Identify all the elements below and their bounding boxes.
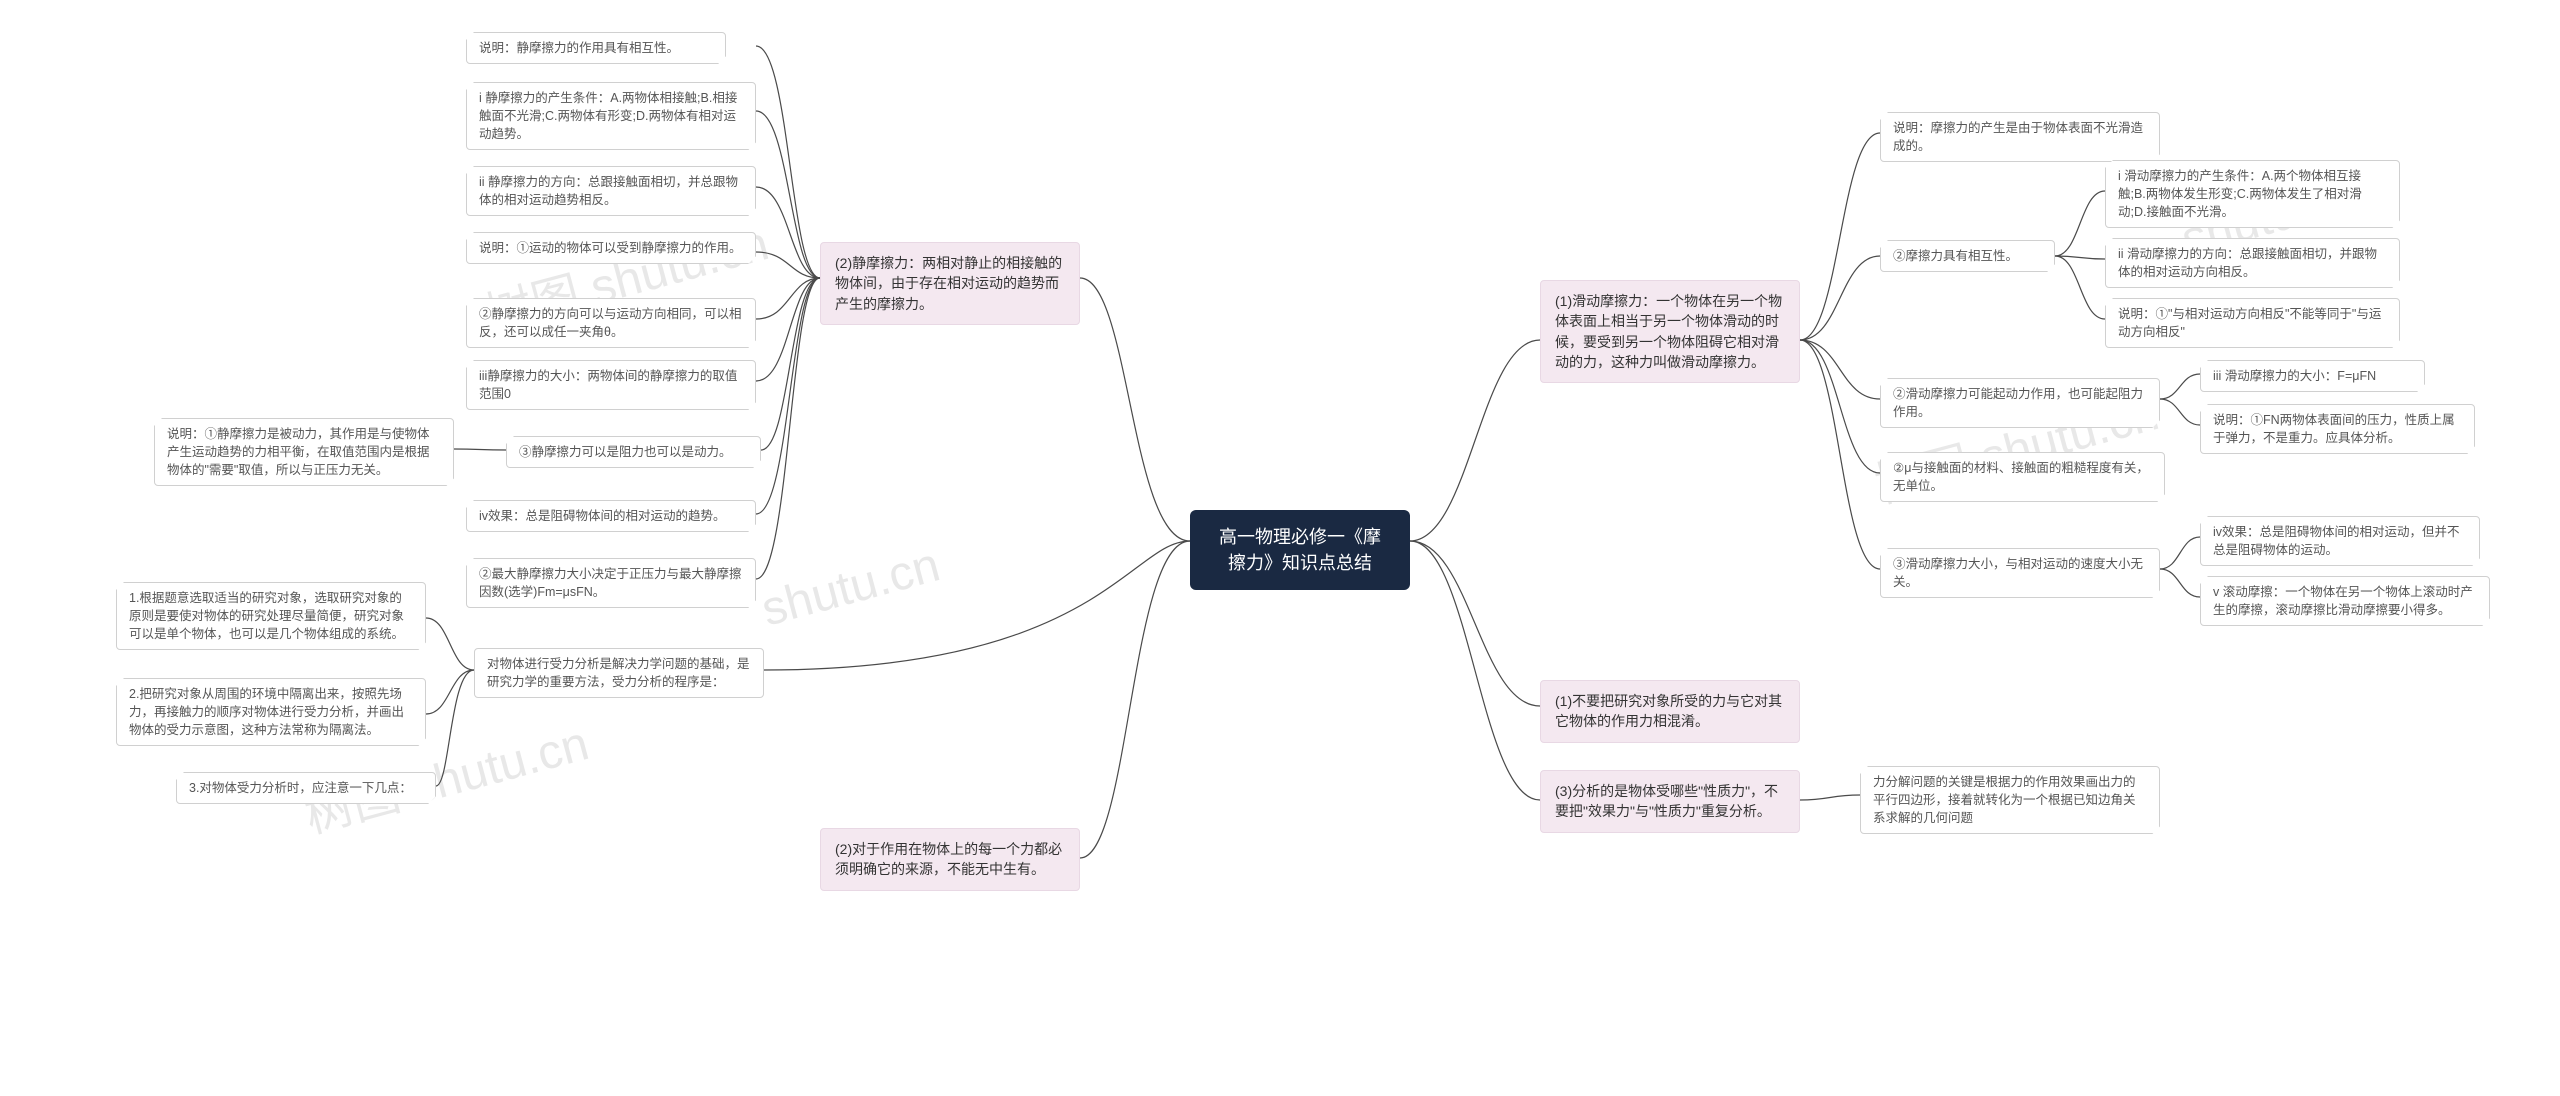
leaf-node[interactable]: 说明：①运动的物体可以受到静摩擦力的作用。 bbox=[466, 232, 756, 264]
leaf-node[interactable]: ③滑动摩擦力大小，与相对运动的速度大小无关。 bbox=[1880, 548, 2160, 598]
leaf-node[interactable]: ii 滑动摩擦力的方向：总跟接触面相切，并跟物体的相对运动方向相反。 bbox=[2105, 238, 2400, 288]
leaf-node[interactable]: i 静摩擦力的产生条件：A.两物体相接触;B.相接触面不光滑;C.两物体有形变;… bbox=[466, 82, 756, 150]
branch-static-friction[interactable]: (2)静摩擦力：两相对静止的相接触的物体间，由于存在相对运动的趋势而产生的摩擦力… bbox=[820, 242, 1080, 325]
leaf-node[interactable]: 说明：①"与相对运动方向相反"不能等同于"与运动方向相反" bbox=[2105, 298, 2400, 348]
branch-force-analysis[interactable]: 对物体进行受力分析是解决力学问题的基础，是研究力学的重要方法，受力分析的程序是： bbox=[474, 648, 764, 698]
root-node[interactable]: 高一物理必修一《摩擦力》知识点总结 bbox=[1190, 510, 1410, 590]
leaf-node[interactable]: v 滚动摩擦：一个物体在另一个物体上滚动时产生的摩擦，滚动摩擦比滑动摩擦要小得多… bbox=[2200, 576, 2490, 626]
leaf-node[interactable]: iv效果：总是阻碍物体间的相对运动，但并不总是阻碍物体的运动。 bbox=[2200, 516, 2480, 566]
branch-nature-force[interactable]: (3)分析的是物体受哪些"性质力"，不要把"效果力"与"性质力"重复分析。 bbox=[1540, 770, 1800, 833]
leaf-node[interactable]: 说明：静摩擦力的作用具有相互性。 bbox=[466, 32, 726, 64]
leaf-node[interactable]: 力分解问题的关键是根据力的作用效果画出力的平行四边形，接着就转化为一个根据已知边… bbox=[1860, 766, 2160, 834]
leaf-node[interactable]: iii 滑动摩擦力的大小：F=μFN bbox=[2200, 360, 2425, 392]
leaf-node[interactable]: i 滑动摩擦力的产生条件：A.两个物体相互接触;B.两物体发生形变;C.两物体发… bbox=[2105, 160, 2400, 228]
leaf-node[interactable]: 说明：①FN两物体表面间的压力，性质上属于弹力，不是重力。应具体分析。 bbox=[2200, 404, 2475, 454]
branch-force-source[interactable]: (2)对于作用在物体上的每一个力都必须明确它的来源，不能无中生有。 bbox=[820, 828, 1080, 891]
leaf-node[interactable]: 说明：①静摩擦力是被动力，其作用是与使物体产生运动趋势的力相平衡，在取值范围内是… bbox=[154, 418, 454, 486]
leaf-node[interactable]: 1.根据题意选取适当的研究对象，选取研究对象的原则是要使对物体的研究处理尽量简便… bbox=[116, 582, 426, 650]
leaf-node[interactable]: iv效果：总是阻碍物体间的相对运动的趋势。 bbox=[466, 500, 756, 532]
leaf-node[interactable]: iii静摩擦力的大小：两物体间的静摩擦力的取值范围0 bbox=[466, 360, 756, 410]
leaf-node[interactable]: 3.对物体受力分析时，应注意一下几点： bbox=[176, 772, 436, 804]
leaf-node[interactable]: ii 静摩擦力的方向：总跟接触面相切，并总跟物体的相对运动趋势相反。 bbox=[466, 166, 756, 216]
branch-sliding-friction[interactable]: (1)滑动摩擦力：一个物体在另一个物体表面上相当于另一个物体滑动的时候，要受到另… bbox=[1540, 280, 1800, 383]
leaf-node[interactable]: 2.把研究对象从周围的环境中隔离出来，按照先场力，再接触力的顺序对物体进行受力分… bbox=[116, 678, 426, 746]
leaf-node[interactable]: ③静摩擦力可以是阻力也可以是动力。 bbox=[506, 436, 761, 468]
branch-confusion-warning[interactable]: (1)不要把研究对象所受的力与它对其它物体的作用力相混淆。 bbox=[1540, 680, 1800, 743]
leaf-node[interactable]: ②静摩擦力的方向可以与运动方向相同，可以相反，还可以成任一夹角θ。 bbox=[466, 298, 756, 348]
leaf-node[interactable]: 说明：摩擦力的产生是由于物体表面不光滑造成的。 bbox=[1880, 112, 2160, 162]
leaf-node[interactable]: ②滑动摩擦力可能起动力作用，也可能起阻力作用。 bbox=[1880, 378, 2160, 428]
leaf-node[interactable]: ②μ与接触面的材料、接触面的粗糙程度有关，无单位。 bbox=[1880, 452, 2165, 502]
mindmap-canvas: 树图 shutu.cn shutu.cn 树图 shutu.cn 树图 shut… bbox=[0, 0, 2560, 1096]
leaf-node[interactable]: ②摩擦力具有相互性。 bbox=[1880, 240, 2055, 272]
leaf-node[interactable]: ②最大静摩擦力大小决定于正压力与最大静摩擦因数(选学)Fm=μsFN。 bbox=[466, 558, 756, 608]
